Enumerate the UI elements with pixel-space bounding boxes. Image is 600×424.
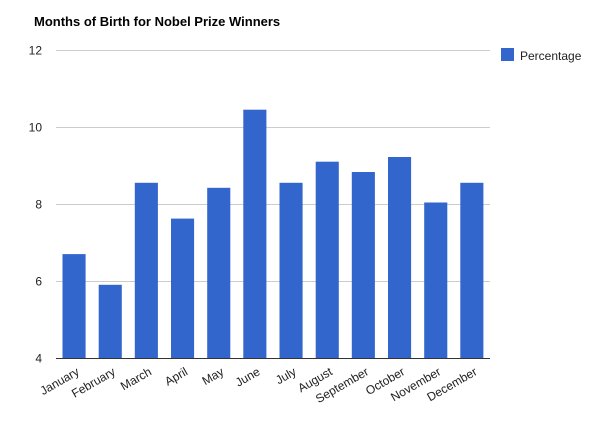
bar-september[interactable] [351,172,375,358]
x-tick-label: April [162,364,190,388]
y-tick-label: 4 [35,352,42,366]
y-axis-tick-labels: 4 6 8 10 12 [29,44,43,366]
legend-swatch [501,48,514,61]
legend[interactable]: Percentage [501,48,582,63]
y-tick-label: 12 [29,44,43,58]
legend-label: Percentage [520,49,582,63]
y-tick-label: 6 [35,275,42,289]
y-tick-label: 8 [35,198,42,212]
bar-july[interactable] [279,182,303,358]
bar-april[interactable] [171,218,195,358]
bar-october[interactable] [388,157,412,358]
y-tick-label: 10 [29,121,43,135]
bar-june[interactable] [243,109,267,358]
x-tick-label: March [118,364,154,393]
x-tick-label: June [233,364,263,389]
gridlines [56,50,490,282]
bar-december[interactable] [460,182,484,358]
bar-november[interactable] [424,202,448,359]
bar-march[interactable] [134,182,158,358]
chart-title: Months of Birth for Nobel Prize Winners [34,14,280,29]
x-tick-label: May [200,364,227,387]
bar-may[interactable] [207,187,231,358]
bar-august[interactable] [315,161,339,358]
bar-february[interactable] [98,284,122,358]
bar-january[interactable] [62,254,86,358]
bars [62,109,484,359]
